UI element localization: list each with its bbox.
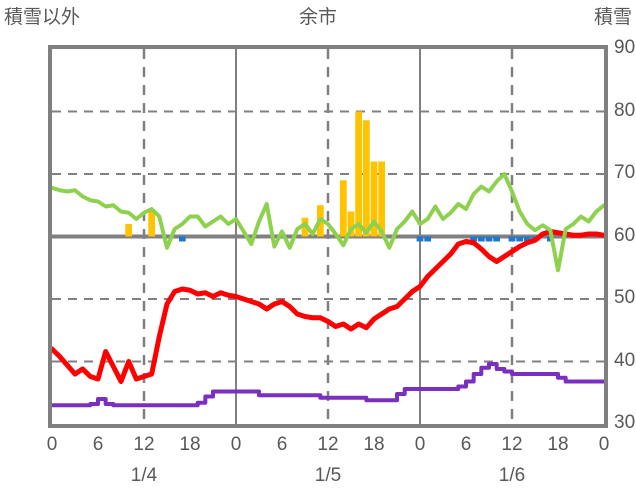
- bar-降雪量: [477, 236, 485, 242]
- x-axis-tick: 0: [414, 434, 426, 455]
- x-axis-tick: 0: [598, 434, 610, 455]
- bar-降雪量: [485, 236, 493, 242]
- y-axis-right-tick: 60: [614, 224, 636, 246]
- left-axis-title: 積雪以外: [4, 7, 81, 28]
- x-axis-tick: 12: [501, 434, 523, 455]
- y-axis-right-tick: 90: [614, 37, 636, 58]
- bar-降水量: [148, 211, 156, 237]
- bar-降水量: [370, 161, 378, 237]
- bar-降雪量: [424, 236, 432, 242]
- bar-降水量: [347, 211, 355, 237]
- chart-canvas: [52, 49, 604, 424]
- chart-svg: [52, 49, 604, 424]
- bar-降水量: [125, 224, 133, 237]
- y-axis-right-tick: 40: [614, 349, 636, 371]
- x-axis-tick: 18: [179, 434, 201, 455]
- bar-降水量: [378, 161, 386, 237]
- page-title: 余市: [298, 7, 337, 28]
- y-axis-right-tick: 70: [614, 162, 636, 183]
- bar-降水量: [339, 180, 347, 237]
- bar-降水量: [362, 120, 370, 237]
- right-axis-title: 積雪: [593, 7, 632, 28]
- x-axis-tick: 18: [547, 434, 569, 455]
- bar-降雪量: [470, 236, 478, 242]
- bar-降雪量: [523, 236, 531, 242]
- x-axis-tick: 12: [317, 434, 339, 455]
- series-気温: [52, 229, 604, 384]
- bar-降雪量: [416, 236, 424, 242]
- x-axis-tick: 18: [363, 434, 385, 455]
- chart-plot-area: [48, 45, 608, 428]
- x-axis-tick: 0: [46, 434, 58, 455]
- bar-降水量: [355, 111, 363, 237]
- x-axis-tick: 0: [230, 434, 242, 455]
- x-axis-day-label: 1/5: [314, 465, 342, 486]
- series-積雪深: [52, 362, 604, 408]
- x-axis-day-label: 1/4: [130, 465, 158, 486]
- bar-降雪量: [493, 236, 501, 242]
- x-axis-tick: 6: [460, 434, 472, 455]
- y-axis-right-tick: 30: [614, 412, 636, 433]
- bar-降雪量: [508, 236, 516, 242]
- series-風速: [52, 172, 604, 273]
- x-axis-tick: 6: [92, 434, 104, 455]
- x-axis-tick: 12: [133, 434, 155, 455]
- y-axis-right-tick: 50: [614, 287, 636, 308]
- bar-降雪量: [516, 236, 524, 242]
- x-axis-tick: 6: [276, 434, 288, 455]
- bar-降雪量: [178, 236, 186, 242]
- y-axis-right-tick: 80: [614, 99, 636, 121]
- x-axis-day-label: 1/6: [498, 465, 526, 486]
